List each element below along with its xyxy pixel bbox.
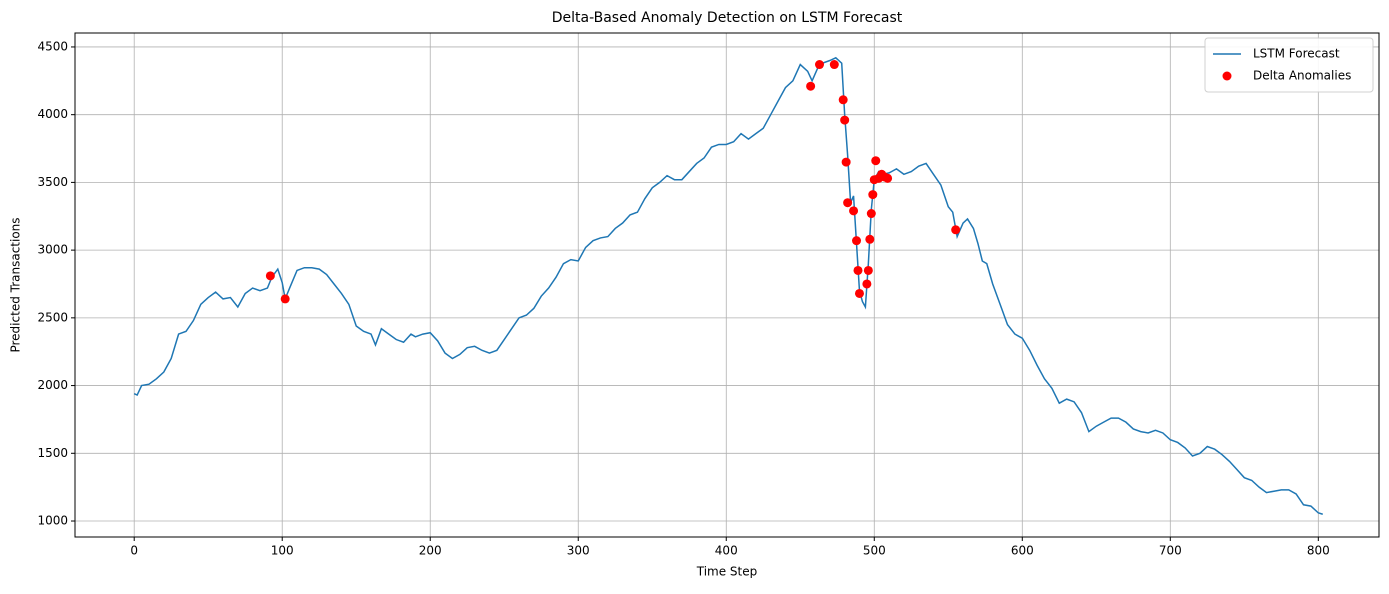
x-tick-label: 200 bbox=[419, 544, 442, 558]
y-axis-label: Predicted Transactions bbox=[9, 217, 23, 352]
legend-swatch bbox=[1222, 71, 1232, 81]
point bbox=[865, 234, 875, 244]
legend-box bbox=[1204, 37, 1374, 93]
point bbox=[840, 115, 850, 125]
point bbox=[829, 60, 839, 70]
point bbox=[854, 288, 864, 298]
point bbox=[843, 198, 853, 208]
y-tick-label: 1500 bbox=[37, 446, 68, 460]
x-tick-label: 0 bbox=[130, 544, 138, 558]
point bbox=[866, 209, 876, 219]
point bbox=[838, 95, 848, 105]
point bbox=[849, 206, 859, 216]
x-tick-label: 400 bbox=[715, 544, 738, 558]
point bbox=[815, 60, 825, 70]
x-tick-label: 600 bbox=[1011, 544, 1034, 558]
x-tick-label: 700 bbox=[1159, 544, 1182, 558]
y-tick-label: 4500 bbox=[37, 39, 68, 53]
point bbox=[862, 279, 872, 289]
point bbox=[841, 157, 851, 167]
point bbox=[863, 265, 873, 275]
y-tick-label: 1000 bbox=[37, 514, 68, 528]
point bbox=[806, 81, 816, 91]
x-tick-label: 500 bbox=[863, 544, 886, 558]
point bbox=[853, 265, 863, 275]
point bbox=[280, 294, 290, 304]
y-tick-label: 2000 bbox=[37, 378, 68, 392]
point bbox=[871, 156, 881, 166]
point bbox=[951, 225, 961, 235]
axes-frame bbox=[74, 32, 1380, 538]
y-tick-label: 2500 bbox=[37, 310, 68, 324]
x-tick-label: 800 bbox=[1307, 544, 1330, 558]
point bbox=[883, 173, 893, 183]
chart-title: Delta-Based Anomaly Detection on LSTM Fo… bbox=[552, 10, 903, 26]
point bbox=[868, 190, 878, 200]
y-tick-label: 3000 bbox=[37, 243, 68, 257]
point bbox=[265, 271, 275, 281]
legend-label: LSTM Forecast bbox=[1253, 47, 1340, 61]
legend-label: Delta Anomalies bbox=[1253, 69, 1351, 83]
y-tick-label: 3500 bbox=[37, 175, 68, 189]
x-axis-label: Time Step bbox=[696, 565, 758, 579]
point bbox=[852, 236, 862, 246]
x-tick-label: 300 bbox=[567, 544, 590, 558]
x-tick-label: 100 bbox=[271, 544, 294, 558]
y-tick-label: 4000 bbox=[37, 107, 68, 121]
line bbox=[133, 56, 1323, 515]
